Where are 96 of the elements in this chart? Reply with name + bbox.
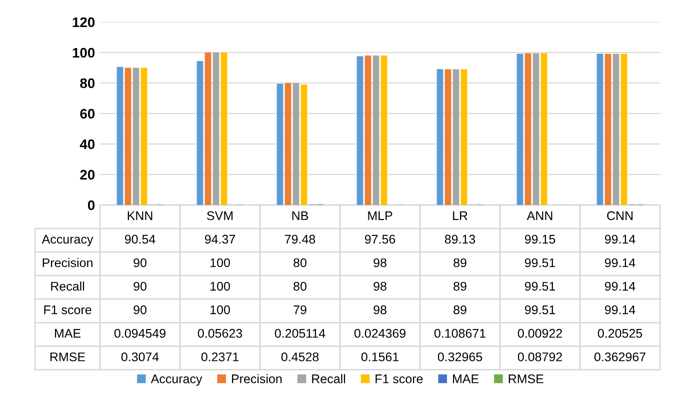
bar — [116, 66, 124, 205]
bar — [452, 69, 460, 205]
legend-label: Precision — [232, 374, 282, 384]
data-label: 0.2371 — [201, 352, 239, 362]
data-label: 79.48 — [285, 234, 316, 244]
data-label: 0.1561 — [361, 352, 399, 362]
data-label: 0.05623 — [198, 328, 242, 338]
text: Recall — [51, 282, 84, 291]
data-label: 99.51 — [524, 258, 556, 268]
data-label: 99.51 — [524, 282, 556, 291]
bar — [372, 56, 380, 205]
bar — [532, 53, 540, 205]
data-label: 90 — [134, 282, 146, 291]
y-tick-label: 100 — [72, 48, 95, 58]
text: RMSE — [50, 352, 86, 362]
data-label: 0.4528 — [281, 352, 319, 362]
data-label: 99.14 — [604, 282, 636, 291]
data-label: 100 — [210, 305, 230, 314]
bar — [436, 69, 444, 205]
data-label: 0.20525 — [598, 328, 642, 338]
data-label: 94.37 — [204, 234, 236, 244]
data-label: 0.205114 — [274, 328, 326, 338]
bar — [380, 56, 388, 205]
text: Accuracy — [42, 234, 94, 246]
data-label: 0.094549 — [114, 328, 166, 338]
legend-label: Recall — [312, 374, 346, 384]
x-tick-label: LR — [453, 211, 468, 220]
data-label: 98 — [374, 305, 386, 314]
y-tick-label: 40 — [80, 139, 95, 150]
data-label: 0.32965 — [438, 352, 482, 362]
y-tick-label: 120 — [72, 17, 95, 28]
x-tick-label: MLP — [368, 211, 392, 220]
data-label: 79 — [294, 305, 306, 314]
x-tick-label: SVM — [207, 211, 233, 220]
data-label: 80 — [294, 258, 306, 268]
bar — [460, 69, 468, 205]
data-label: 0.024369 — [354, 328, 406, 338]
bar — [612, 54, 620, 205]
bar — [276, 84, 284, 205]
data-label: 89.13 — [444, 234, 476, 244]
bar — [140, 68, 148, 205]
data-label: 98 — [374, 282, 386, 291]
bar — [444, 69, 452, 205]
x-tick-label: ANN — [526, 211, 552, 220]
data-label: 89 — [454, 258, 466, 268]
x-tick-label: CNN — [607, 211, 633, 220]
legend-label: RMSE — [508, 374, 544, 384]
bar — [620, 54, 628, 205]
data-label: 0.3074 — [121, 352, 159, 362]
data-label: 0.108671 — [434, 328, 486, 338]
bar — [524, 53, 532, 205]
bar — [284, 83, 292, 205]
bar — [516, 54, 524, 205]
legend-label: MAE — [453, 374, 479, 384]
data-label: 99.15 — [524, 234, 556, 244]
y-tick-label: 60 — [80, 108, 95, 119]
data-label: 100 — [210, 282, 230, 291]
y-tick-label: 80 — [80, 78, 95, 88]
data-label: 0.00922 — [518, 328, 562, 338]
bar — [132, 68, 140, 205]
text: MAE — [54, 329, 81, 338]
y-tick-label: 0 — [88, 200, 95, 210]
data-label: 100 — [210, 258, 230, 268]
data-label: 0.08792 — [518, 352, 562, 362]
data-label: 89 — [454, 282, 466, 291]
data-label: 80 — [294, 282, 306, 291]
data-label: 99.51 — [524, 305, 556, 314]
data-label: 97.56 — [364, 234, 396, 244]
x-tick-label: NB — [292, 211, 308, 220]
data-label: 99.14 — [604, 234, 636, 244]
legend-label: Accuracy — [150, 374, 202, 386]
x-tick-label: KNN — [128, 211, 152, 220]
data-label: 90 — [134, 305, 146, 314]
bar — [604, 54, 612, 205]
bar — [220, 52, 228, 205]
bar — [300, 84, 308, 205]
data-label: 90.54 — [124, 234, 156, 244]
data-label: 89 — [454, 305, 466, 314]
data-label: 0.362967 — [594, 352, 646, 362]
text: F1 score — [44, 306, 92, 314]
bar — [292, 83, 300, 205]
bar — [540, 53, 548, 205]
bar — [356, 56, 364, 205]
data-label: 99.14 — [604, 258, 636, 268]
bar — [212, 52, 220, 205]
data-label: 98 — [374, 258, 386, 268]
bar — [596, 54, 604, 205]
data-label: 90 — [134, 258, 146, 268]
y-tick-label: 20 — [80, 170, 95, 180]
text: Precision — [42, 258, 92, 268]
legend-label: F1 score — [376, 374, 423, 384]
bar — [364, 56, 372, 205]
bar — [204, 52, 212, 205]
bar — [196, 61, 204, 205]
data-label: 99.14 — [604, 305, 636, 314]
bar — [124, 68, 132, 205]
